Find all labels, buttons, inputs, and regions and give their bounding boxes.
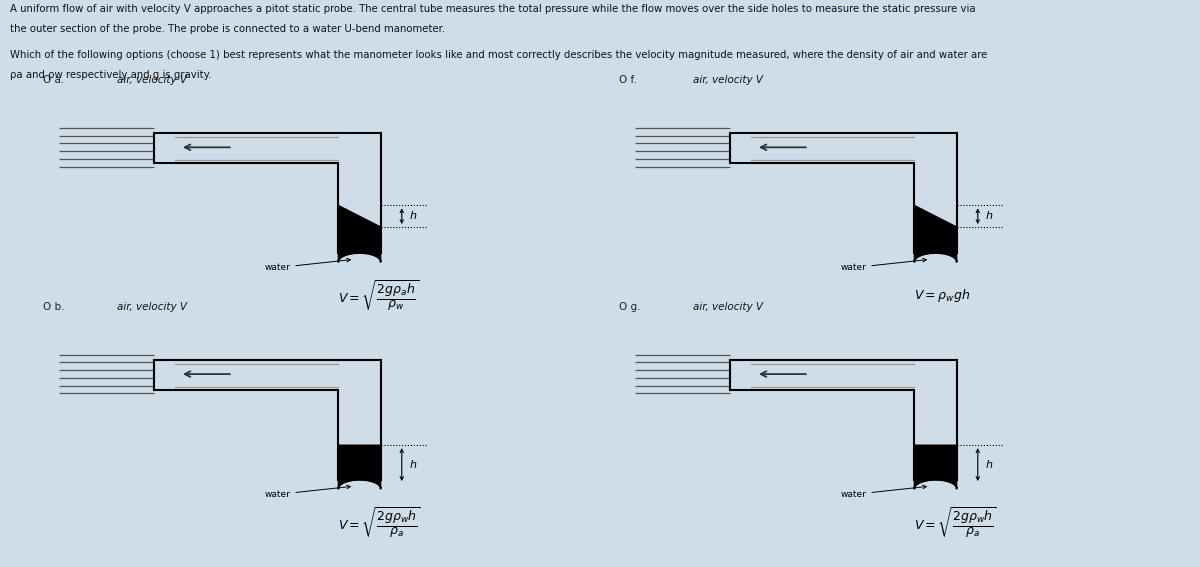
Text: h: h — [985, 211, 992, 221]
Polygon shape — [338, 205, 380, 261]
Text: air, velocity V: air, velocity V — [692, 75, 763, 85]
Text: water: water — [840, 259, 926, 272]
Text: $V = \sqrt{\dfrac{2g\rho_w h}{\rho_a}}$: $V = \sqrt{\dfrac{2g\rho_w h}{\rho_a}}$ — [914, 505, 997, 540]
Text: A uniform flow of air with velocity V approaches a pitot static probe. The centr: A uniform flow of air with velocity V ap… — [10, 4, 976, 14]
Text: h: h — [409, 460, 416, 469]
Text: h: h — [985, 460, 992, 469]
Text: h: h — [409, 211, 416, 221]
Text: O f.: O f. — [619, 75, 636, 85]
Text: O b.: O b. — [43, 302, 65, 312]
Text: water: water — [264, 259, 350, 272]
Polygon shape — [914, 445, 956, 488]
Text: water: water — [264, 485, 350, 499]
Text: the outer section of the probe. The probe is connected to a water U-bend manomet: the outer section of the probe. The prob… — [10, 24, 445, 35]
Text: air, velocity V: air, velocity V — [116, 302, 187, 312]
Text: water: water — [840, 485, 926, 499]
Text: air, velocity V: air, velocity V — [116, 75, 187, 85]
Text: $V = \sqrt{\dfrac{2g\rho_a h}{\rho_w}}$: $V = \sqrt{\dfrac{2g\rho_a h}{\rho_w}}$ — [338, 278, 420, 314]
Text: $V = \sqrt{\dfrac{2g\rho_w h}{\rho_a}}$: $V = \sqrt{\dfrac{2g\rho_w h}{\rho_a}}$ — [338, 505, 421, 540]
Text: $V = \rho_w gh$: $V = \rho_w gh$ — [914, 287, 971, 304]
Text: air, velocity V: air, velocity V — [692, 302, 763, 312]
Text: ρa and ρw respectively and g is gravity.: ρa and ρw respectively and g is gravity. — [10, 70, 211, 81]
Text: O a.: O a. — [43, 75, 64, 85]
Polygon shape — [914, 205, 956, 261]
Text: Which of the following options (choose 1) best represents what the manometer loo: Which of the following options (choose 1… — [10, 50, 986, 60]
Polygon shape — [338, 445, 380, 488]
Text: O g.: O g. — [619, 302, 641, 312]
